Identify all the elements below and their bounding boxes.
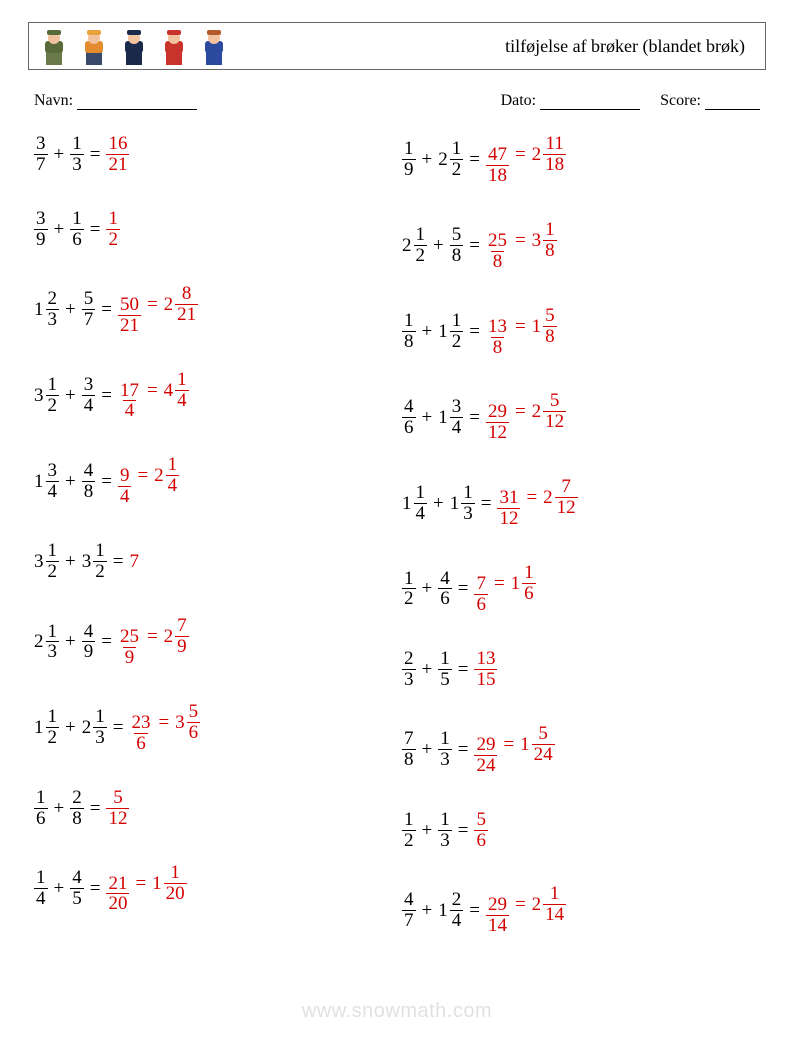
answer: 56 [474,810,488,851]
date-score: Dato: Score: [501,92,760,110]
answer: 512 [106,788,129,829]
problem: 37+13=1621 [34,134,392,175]
answer: 4718=21118 [486,134,566,186]
problem: 112+213=236=356 [34,702,392,754]
problem: 212+58=258=318 [402,220,760,272]
problem: 46+134=2912=2512 [402,391,760,443]
problem: 123+57=5021=2821 [34,284,392,336]
worksheet-title: tilføjelse af brøker (blandet brøk) [505,36,755,57]
answer: 2912=2512 [486,391,566,443]
answer: 12 [106,209,120,250]
answer: 138=158 [486,306,557,358]
problems-left-column: 37+13=1621 39+16=12 123+57=5021=2821 312+34… [34,134,392,936]
answer: 2914=2114 [486,884,566,936]
problem: 12+13=56 [402,810,760,851]
businesswoman-icon [199,27,229,65]
watermark: www.snowmath.com [0,1000,794,1023]
name-blank[interactable] [77,95,197,110]
problem: 12+46=76=116 [402,563,760,615]
firefighter-icon [159,27,189,65]
score-label: Score: [660,92,701,109]
answer: 3112=2712 [497,477,577,529]
problem: 78+13=2924=1524 [402,724,760,776]
header-icons [39,27,229,65]
problem: 19+212=4718=21118 [402,134,760,186]
problem: 312+312=7 [34,541,392,582]
problem: 134+48=94=214 [34,455,392,507]
problem: 18+112=138=158 [402,306,760,358]
answer: 2120=1120 [106,863,186,915]
answer: 7 [129,552,139,571]
answer: 94=214 [118,455,179,507]
problems-right-column: 19+212=4718=21118 212+58=258=318 18+112=13… [402,134,760,936]
name-field: Navn: [34,92,197,110]
problem: 14+45=2120=1120 [34,863,392,915]
answer: 1315 [474,649,497,690]
date-label: Dato: [501,92,537,109]
answer: 1621 [106,134,129,175]
problem: 16+28=512 [34,788,392,829]
problem: 39+16=12 [34,209,392,250]
answer: 76=116 [474,563,535,615]
problem: 23+15=1315 [402,649,760,690]
problem: 312+34=174=414 [34,370,392,422]
answer: 236=356 [129,702,200,754]
answer: 258=318 [486,220,557,272]
problem: 114+113=3112=2712 [402,477,760,529]
problems-grid: 37+13=1621 39+16=12 123+57=5021=2821 312+34… [28,134,766,936]
worker-icon [79,27,109,65]
name-label: Navn: [34,92,73,109]
problem: 213+49=259=279 [34,616,392,668]
soldier-icon [39,27,69,65]
meta-row: Navn: Dato: Score: [28,92,766,110]
answer: 2924=1524 [474,724,554,776]
score-blank[interactable] [705,95,760,110]
answer: 259=279 [118,616,189,668]
date-blank[interactable] [540,95,640,110]
answer: 5021=2821 [118,284,198,336]
problem: 47+124=2914=2114 [402,884,760,936]
police-icon [119,27,149,65]
header-box: tilføjelse af brøker (blandet brøk) [28,22,766,70]
answer: 174=414 [118,370,189,422]
